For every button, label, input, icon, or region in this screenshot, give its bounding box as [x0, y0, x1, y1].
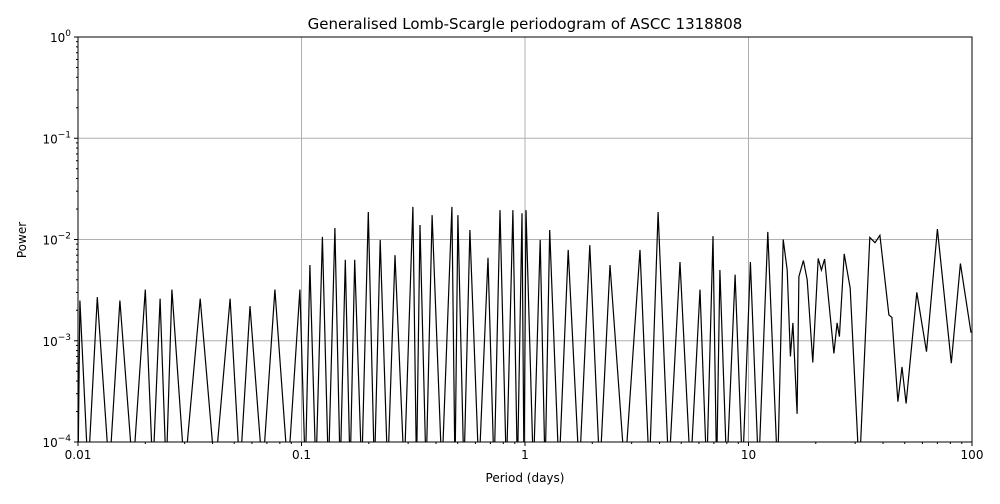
y-tick-label: 10−4 — [42, 434, 71, 450]
y-tick-label: 10−3 — [42, 333, 71, 349]
x-tick-label: 0.1 — [292, 448, 311, 462]
y-tick-label: 10−2 — [42, 232, 71, 248]
x-axis-label: Period (days) — [486, 471, 565, 485]
x-tick-label: 100 — [961, 448, 984, 462]
x-tick-label: 10 — [741, 448, 756, 462]
y-tick-label: 10−1 — [42, 130, 71, 146]
x-tick-label: 0.01 — [65, 448, 92, 462]
series-line — [78, 206, 972, 442]
x-tick-label: 1 — [521, 448, 529, 462]
y-axis-label: Power — [15, 222, 29, 258]
axis-ticks: 0.01 0.1 1 10 100 10−4 10−3 10−2 10−1 100 — [42, 29, 983, 462]
y-tick-label: 100 — [50, 29, 71, 45]
chart-title: Generalised Lomb-Scargle periodogram of … — [308, 15, 743, 33]
